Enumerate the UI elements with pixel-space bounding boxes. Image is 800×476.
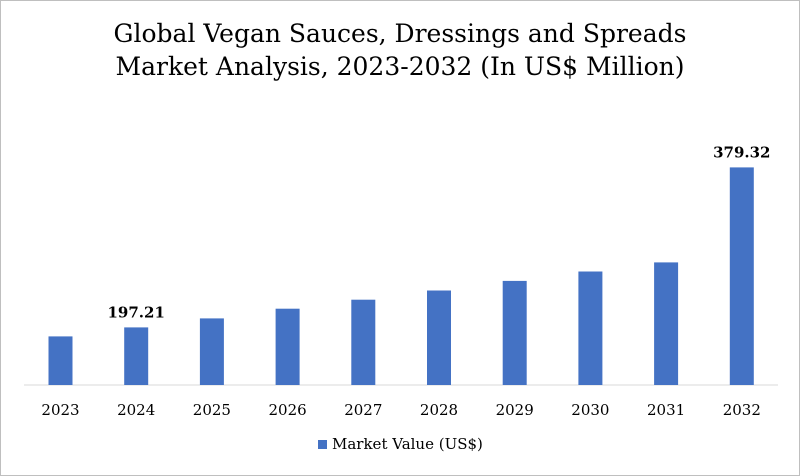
x-tick-label: 2025: [193, 401, 231, 419]
x-tick-label: 2029: [496, 401, 534, 419]
x-tick-label: 2028: [420, 401, 458, 419]
bar-2026: [275, 308, 300, 385]
bar-2030: [578, 271, 603, 385]
bar-2028: [427, 290, 451, 385]
chart-title-line1: Global Vegan Sauces, Dressings and Sprea…: [114, 19, 687, 48]
bar-2025: [199, 318, 224, 385]
x-tick-label: 2031: [647, 401, 685, 419]
chart-title-line2: Market Analysis, 2023-2032 (In US$ Milli…: [116, 52, 685, 81]
bar-2023: [48, 336, 73, 385]
data-label: 379.32: [713, 143, 770, 161]
x-tick-label: 2026: [269, 401, 307, 419]
x-tick-label: 2027: [344, 401, 382, 419]
x-tick-label: 2023: [41, 401, 79, 419]
bar-2029: [502, 280, 527, 385]
legend-label: Market Value (US$): [332, 435, 483, 453]
x-tick-label: 2030: [571, 401, 609, 419]
x-tick-label: 2032: [723, 401, 761, 419]
bar-2031: [654, 262, 679, 385]
data-label: 197.21: [107, 303, 164, 321]
x-tick-label: 2024: [117, 401, 155, 419]
bar-2024: [124, 327, 149, 385]
bar-2027: [351, 299, 376, 385]
bar-2032: [729, 167, 754, 385]
legend-swatch: [318, 440, 327, 449]
